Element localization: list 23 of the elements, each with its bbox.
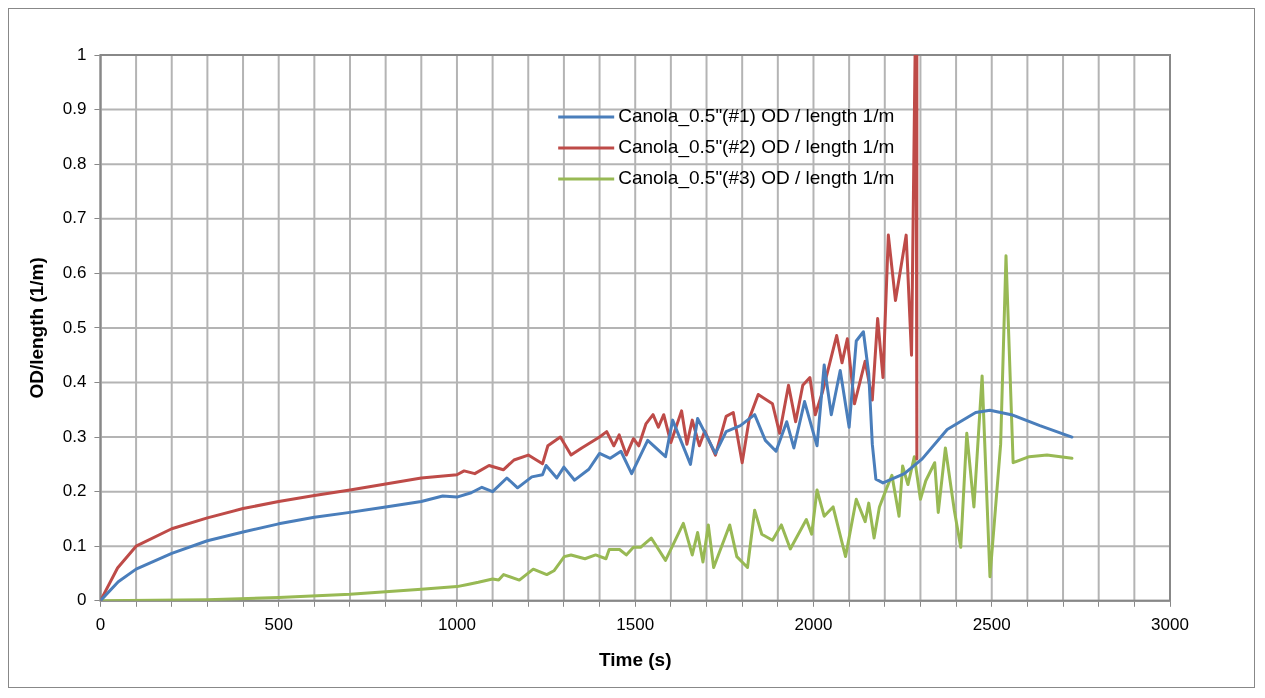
y-tick-label: 0.7: [62, 208, 87, 228]
x-tick-label: 2500: [972, 614, 1011, 634]
x-tick-label: 500: [264, 614, 293, 634]
y-tick-label: 1: [76, 44, 87, 64]
y-tick-label: 0.8: [62, 153, 87, 173]
x-tick-label: 2000: [794, 614, 833, 634]
y-axis-title: OD/length (1/m): [25, 257, 47, 399]
y-tick-label: 0.1: [62, 535, 87, 555]
y-tick-label: 0.2: [62, 481, 87, 501]
x-tick-label: 1000: [438, 614, 476, 634]
x-axis-title: Time (s): [598, 648, 672, 670]
y-tick-label: 0.9: [62, 99, 87, 119]
y-tick-label: 0.5: [62, 317, 87, 337]
x-tick-label: 0: [95, 614, 106, 634]
legend-label: Canola_0.5"(#1) OD / length 1/m: [618, 105, 895, 128]
y-tick-label: 0.4: [62, 372, 87, 392]
x-tick-label: 1500: [616, 614, 655, 634]
legend-label: Canola_0.5"(#3) OD / length 1/m: [618, 167, 895, 190]
y-tick-label: 0.3: [62, 426, 87, 446]
y-tick-label: 0: [76, 590, 87, 610]
y-tick-label: 0.6: [62, 263, 87, 283]
x-tick-label: 3000: [1151, 614, 1189, 634]
legend-label: Canola_0.5"(#2) OD / length 1/m: [618, 136, 895, 159]
